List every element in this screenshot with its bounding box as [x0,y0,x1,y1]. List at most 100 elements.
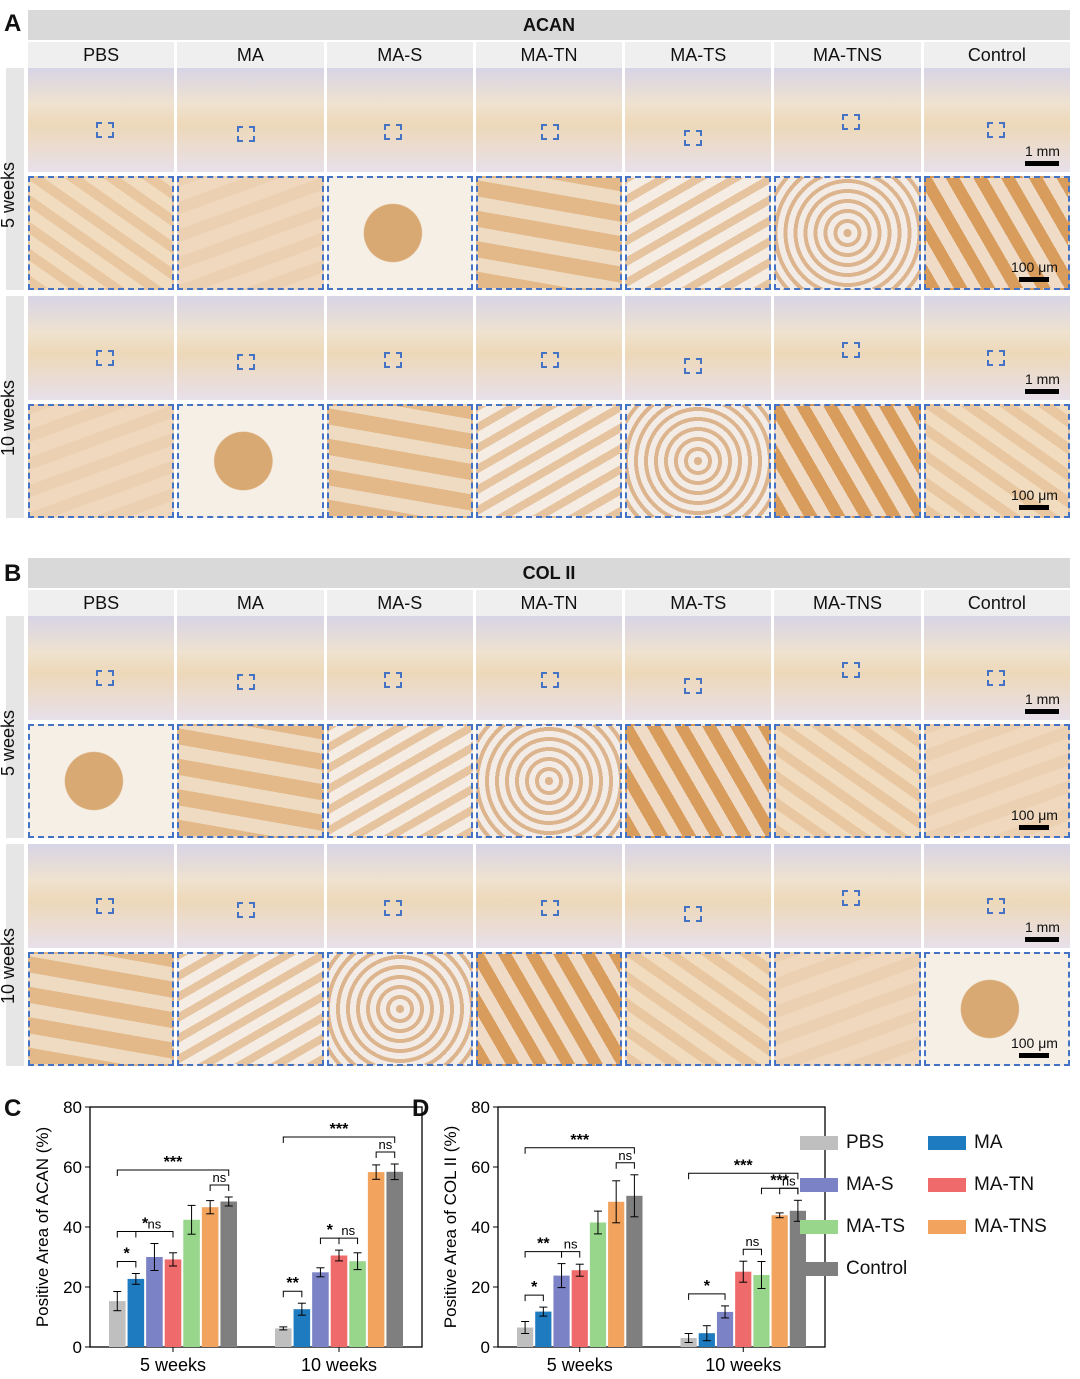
roi-box [842,114,861,130]
significance-bracket [116,1169,230,1176]
roi-box [684,905,703,922]
overview-micrograph: 1 mm [923,616,1070,720]
x-tick-label: 10 weeks [301,1355,377,1375]
overview-micrograph: 1 mm [923,844,1070,948]
group-label: MA-TN [475,590,623,616]
y-tick-label: 0 [481,1338,490,1357]
overview-micrograph [177,844,324,948]
zoom-micrograph: 100 μm [923,404,1070,518]
overview-micrograph [475,616,623,720]
scale-bar-line [1019,277,1050,282]
significance-label: ns [148,1217,162,1232]
legend-swatch [928,1136,966,1150]
significance-label: ns [213,1170,227,1185]
bar [367,1172,385,1347]
timepoint-label: 10 weeks [0,379,18,456]
roi-box [987,350,1006,367]
scale-bar-label: 1 mm [1024,919,1060,935]
zoom-micrograph [28,724,175,838]
overview-micrograph [475,844,623,948]
x-tick-label: 5 weeks [547,1355,613,1375]
overview-micrograph [774,844,921,948]
timepoint-side-bar [6,296,24,518]
bar [517,1327,534,1347]
scale-bar-label: 1 mm [1024,143,1060,159]
significance-bracket [742,1248,762,1256]
timepoint-label: 5 weeks [0,709,18,776]
zoom-micrograph [475,724,623,838]
roi-box [987,898,1006,915]
overview-micrograph [326,844,473,948]
zoom-micrograph [774,952,921,1066]
zoom-micrograph: 100 μm [923,724,1070,838]
scale-bar-overview: 1 mm [1025,919,1060,942]
bar [535,1311,552,1347]
significance-bracket [615,1162,635,1169]
y-tick-label: 20 [471,1278,490,1297]
significance-label: ns [564,1237,578,1252]
overview-micrograph [177,68,324,172]
legend-label: MA-TNS [974,1216,1047,1237]
zoom-micrograph [326,404,473,518]
overview-micrograph [326,296,473,400]
bar [753,1275,770,1347]
overview-micrograph [177,296,324,400]
overview-micrograph [28,616,175,720]
timepoint-side-bar [6,844,24,1066]
zoom-image-row: 100 μm [28,404,1070,518]
significance-label: ns [618,1148,632,1163]
x-tick-label: 10 weeks [705,1355,781,1375]
significance-label: * [123,1246,130,1263]
legend-swatch [800,1136,838,1150]
panel-letter-d: D [412,1095,430,1122]
zoom-image-row: 100 μm [28,952,1070,1066]
legend-swatch [928,1178,966,1192]
roi-box [96,122,115,139]
overview-micrograph [177,616,324,720]
bar [312,1272,329,1347]
roi-box [96,670,115,687]
timepoint-label: 5 weeks [0,161,18,228]
y-tick-label: 40 [471,1218,490,1237]
zoom-micrograph [475,176,623,290]
scale-bar-zoom: 100 μm [1011,487,1058,510]
zoom-micrograph [28,176,175,290]
y-tick-label: 80 [63,1098,82,1117]
roi-box [236,902,255,919]
bar [201,1207,219,1347]
y-axis-label: Positive Area of ACAN (%) [33,1127,52,1327]
overview-image-row: 1 mm [28,616,1070,720]
overview-micrograph [774,296,921,400]
overview-micrograph [625,68,772,172]
bar [293,1309,311,1347]
roi-box [236,354,255,371]
significance-bracket [524,1294,544,1302]
scale-bar-line [1025,937,1060,942]
zoom-micrograph: 100 μm [923,176,1070,290]
roi-box [384,672,403,689]
zoom-micrograph [625,404,772,518]
significance-bracket [116,1261,137,1268]
bar [127,1278,145,1347]
roi-box [236,674,255,691]
y-tick-label: 0 [73,1338,82,1357]
scale-bar-label: 1 mm [1024,371,1060,387]
group-header-row: PBS MA MA-S MA-TN MA-TS MA-TNS Control [28,42,1070,68]
scale-bar-label: 100 μm [1010,807,1058,823]
bar [589,1222,607,1347]
bar [183,1219,200,1347]
significance-bracket [116,1231,174,1238]
legend-label: Control [846,1258,908,1279]
scale-bar-label: 100 μm [1010,259,1058,275]
roi-box [540,124,559,141]
scale-bar-label: 100 μm [1010,1035,1058,1051]
significance-bracket [561,1251,581,1258]
overview-image-row: 1 mm [28,844,1070,948]
overview-micrograph [28,844,175,948]
timepoint-side-bar [6,68,24,290]
significance-label: *** [734,1157,753,1174]
panel-letter-c: C [4,1095,22,1122]
significance-bracket [688,1172,799,1180]
roi-box [540,900,559,917]
zoom-micrograph [774,724,921,838]
